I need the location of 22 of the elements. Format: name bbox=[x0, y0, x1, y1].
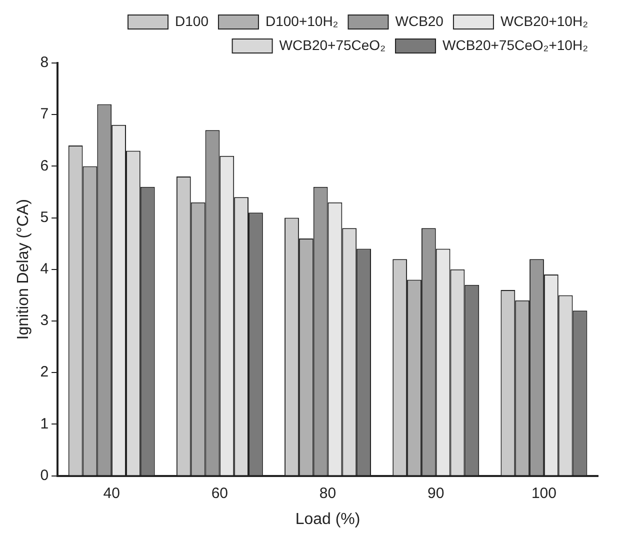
y-tick-label: 5 bbox=[40, 208, 49, 226]
legend-label: D100 bbox=[175, 12, 209, 29]
x-tick-label: 80 bbox=[319, 484, 336, 502]
legend-label: D100+10H₂ bbox=[265, 12, 338, 29]
legend-label: WCB20 bbox=[395, 12, 444, 29]
legend-label: WCB20+10H₂ bbox=[500, 12, 588, 29]
y-axis-title: Ignition Delay (°CA) bbox=[15, 199, 32, 340]
y-tick-label: 7 bbox=[40, 106, 49, 123]
legend-label: WCB20+75CeO₂ bbox=[279, 36, 386, 53]
y-tick-label: 1 bbox=[40, 415, 49, 432]
y-tick-label: 4 bbox=[40, 260, 49, 278]
legend-label: WCB20+75CeO₂+10H₂ bbox=[442, 36, 588, 53]
y-tick-label: 2 bbox=[40, 364, 49, 381]
x-tick-label: 60 bbox=[211, 484, 228, 502]
y-tick-label: 3 bbox=[40, 312, 49, 330]
x-tick-label: 90 bbox=[428, 484, 444, 502]
x-tick-label: 40 bbox=[103, 484, 120, 502]
y-tick-label: 6 bbox=[40, 157, 49, 174]
x-tick-label: 100 bbox=[531, 484, 556, 502]
x-axis-title: Load (%) bbox=[295, 510, 360, 528]
y-tick-label: 8 bbox=[40, 54, 49, 72]
y-tick-label: 0 bbox=[40, 466, 49, 484]
